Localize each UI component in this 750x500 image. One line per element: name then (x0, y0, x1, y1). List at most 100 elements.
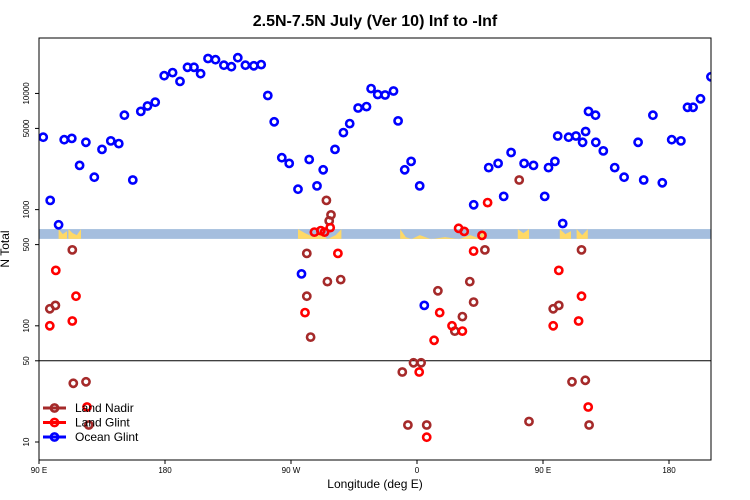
data-points (39, 52, 726, 443)
point-ocean-glint (539, 191, 550, 202)
point-ocean-glint (563, 132, 574, 143)
point-ocean-glint (633, 137, 643, 148)
point-ocean-glint (304, 154, 315, 165)
point-land-glint (71, 291, 81, 302)
point-ocean-glint (330, 144, 340, 155)
legend-marker (49, 432, 60, 442)
y-axis-ticks: 10 50 100 500 1000 5000 10000 (22, 82, 39, 446)
point-land-nadir (301, 248, 312, 259)
point-ocean-glint (557, 218, 568, 229)
land-region (517, 229, 529, 239)
y-axis-label: N Total (0, 230, 12, 267)
point-ocean-glint (571, 131, 581, 141)
point-ocean-glint (543, 162, 554, 173)
x-tick-label: 90 W (282, 466, 301, 475)
point-ocean-glint (293, 184, 303, 195)
point-land-nadir (567, 376, 577, 387)
point-ocean-glint (39, 132, 49, 143)
point-land-nadir (416, 357, 426, 368)
x-tick-label: 0 (415, 466, 420, 475)
point-ocean-glint (682, 102, 693, 113)
point-ocean-glint (189, 62, 199, 73)
x-tick-label: 90 E (31, 466, 47, 475)
point-ocean-glint (226, 61, 237, 72)
land-region (400, 229, 485, 240)
point-ocean-glint (590, 110, 601, 121)
point-ocean-glint (127, 175, 138, 185)
point-land-glint (447, 320, 457, 331)
x-tick-label: 180 (662, 466, 676, 475)
point-ocean-glint (218, 60, 229, 71)
point-land-nadir (464, 276, 475, 287)
point-ocean-glint (59, 134, 70, 145)
point-ocean-glint (648, 110, 658, 121)
point-land-nadir (397, 367, 408, 377)
point-land-glint (434, 307, 445, 318)
point-ocean-glint (619, 172, 629, 183)
point-ocean-glint (550, 156, 560, 167)
point-ocean-glint (666, 134, 677, 145)
point-ocean-glint (598, 145, 609, 156)
point-ocean-glint (318, 164, 329, 175)
point-ocean-glint (676, 135, 686, 146)
point-ocean-glint (580, 126, 591, 137)
point-land-nadir (468, 297, 479, 307)
point-land-glint (67, 316, 78, 326)
land-region (298, 229, 342, 240)
land-mask-band (39, 229, 711, 240)
point-ocean-glint (175, 76, 185, 87)
point-ocean-glint (609, 162, 620, 173)
point-land-nadir (322, 276, 333, 287)
point-ocean-glint (388, 86, 399, 96)
point-land-nadir (402, 420, 413, 430)
point-land-glint (457, 326, 468, 336)
point-ocean-glint (361, 101, 372, 112)
point-land-nadir (50, 300, 61, 311)
point-ocean-glint (719, 69, 726, 76)
y-tick-label: 100 (22, 319, 31, 333)
point-ocean-glint (338, 127, 349, 138)
point-ocean-glint (406, 156, 416, 167)
point-ocean-glint (552, 131, 563, 141)
point-ocean-glint (142, 101, 153, 111)
point-land-glint (573, 316, 584, 326)
point-land-nadir (326, 209, 336, 220)
point-land-glint (477, 230, 487, 241)
point-land-glint (583, 402, 594, 412)
point-land-glint (82, 402, 92, 412)
point-land-nadir (408, 357, 419, 368)
point-ocean-glint (89, 172, 100, 183)
point-ocean-glint (74, 160, 85, 171)
point-ocean-glint (53, 219, 64, 230)
point-land-nadir (457, 311, 468, 322)
point-ocean-glint (506, 147, 516, 158)
point-ocean-glint (695, 93, 706, 104)
point-ocean-glint (248, 60, 259, 71)
point-land-glint (468, 246, 479, 256)
point-ocean-glint (353, 103, 363, 113)
point-land-glint (319, 227, 330, 237)
point-ocean-glint (262, 90, 273, 101)
point-ocean-glint (312, 180, 322, 191)
plot-frame (38, 37, 712, 461)
point-land-nadir (553, 300, 564, 311)
point-land-nadir (305, 332, 316, 342)
point-land-nadir (335, 274, 346, 285)
point-ocean-glint (366, 83, 376, 94)
point-ocean-glint (657, 177, 668, 188)
land-region (576, 229, 588, 239)
point-ocean-glint (344, 118, 355, 129)
point-land-nadir (68, 378, 79, 389)
point-ocean-glint (167, 67, 178, 78)
legend-label: Ocean Glint (75, 430, 139, 444)
point-ocean-glint (393, 116, 403, 126)
point-ocean-glint (380, 90, 390, 100)
y-tick-label: 50 (22, 356, 31, 365)
point-land-glint (50, 265, 61, 276)
point-ocean-glint (590, 137, 601, 148)
legend-label: Land Nadir (75, 401, 134, 415)
point-ocean-glint (119, 110, 130, 121)
land-region (58, 229, 67, 239)
point-ocean-glint (638, 175, 649, 185)
point-ocean-glint (113, 138, 124, 149)
